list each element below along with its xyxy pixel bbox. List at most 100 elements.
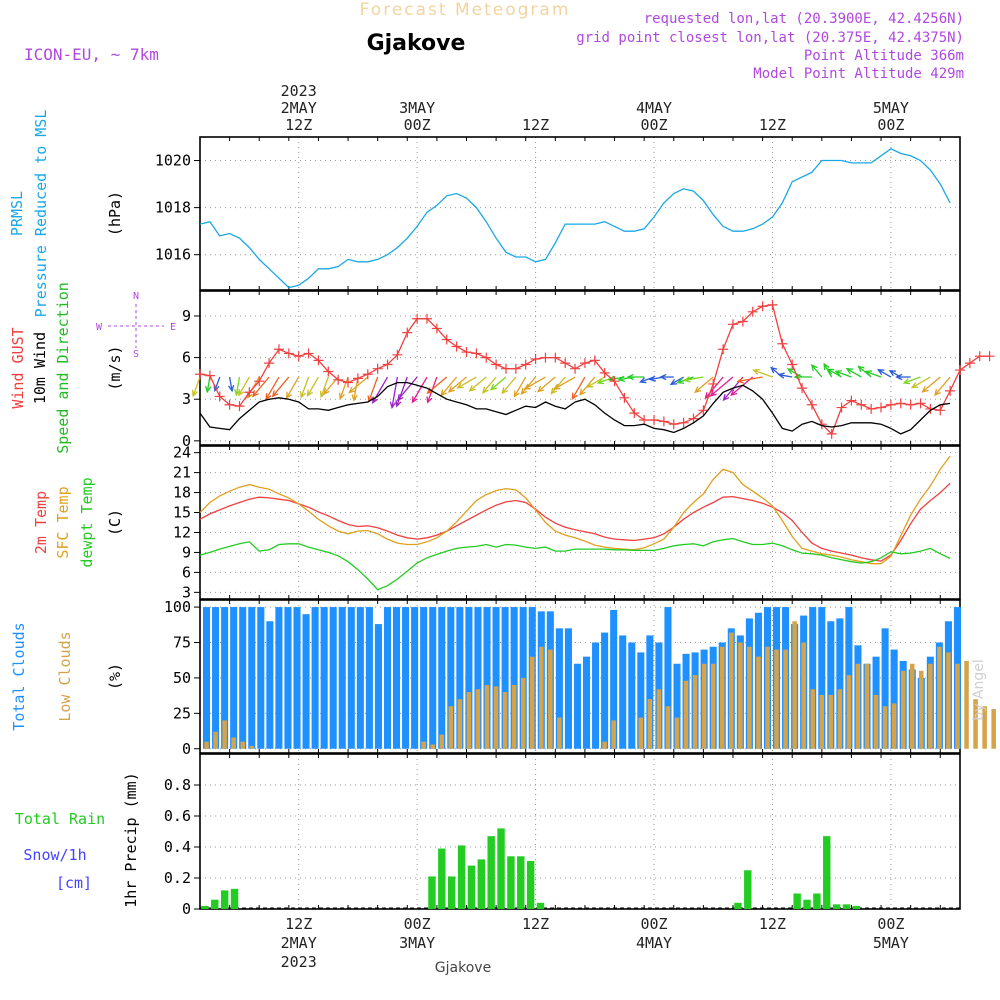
bar-total-clouds	[881, 628, 889, 749]
gust-point	[570, 363, 581, 374]
bar-low-clouds	[557, 717, 562, 749]
gust-point	[481, 352, 492, 363]
y-tick-label: 3	[182, 390, 191, 408]
bar-total-clouds	[836, 618, 844, 749]
bar-total-clouds	[347, 607, 355, 749]
wind-arrow-head	[770, 366, 778, 374]
bar-low-clouds	[964, 660, 969, 749]
wind-arrow	[921, 376, 941, 393]
bar-total-clouds	[619, 635, 627, 749]
bar-low-clouds	[674, 717, 680, 749]
wind-arrow	[902, 376, 921, 385]
wind-arrow	[228, 376, 235, 393]
wind-arrow-head	[669, 378, 678, 386]
wind-arrow-head	[902, 378, 911, 385]
wind-arrow-head	[536, 385, 545, 393]
gust-point	[955, 365, 965, 376]
bar-rain	[211, 899, 219, 909]
wind-arrow-shaft	[704, 376, 724, 399]
wind-arrow-shaft	[524, 376, 546, 390]
bar-total-clouds	[456, 607, 464, 749]
wind-arrow-shaft	[235, 376, 241, 395]
wind-arrow	[752, 368, 773, 378]
y-tick-label: 0	[182, 740, 191, 758]
wind-arrow-shaft	[903, 376, 921, 384]
gust-point	[787, 359, 798, 370]
gust-point	[678, 417, 689, 428]
wind-arrow	[238, 376, 250, 397]
bar-low-clouds	[855, 663, 861, 749]
wind-arrow-shaft	[391, 376, 399, 408]
wind-arrow-shaft	[778, 374, 793, 378]
time-label-bottom: 5MAY	[873, 934, 909, 952]
bar-total-clouds	[809, 607, 817, 749]
wind-arrow-head	[676, 377, 685, 384]
bar-low-clouds	[909, 663, 915, 749]
wind-arrow	[864, 370, 882, 378]
gust-point	[876, 402, 887, 413]
wind-arrow	[934, 376, 951, 397]
bar-total-clouds	[664, 607, 672, 749]
wind-arrow-head	[246, 391, 253, 400]
wind-arrow-head	[736, 377, 744, 384]
bar-low-clouds	[891, 703, 897, 749]
panel-frame	[199, 290, 961, 446]
bar-low-clouds	[511, 685, 517, 749]
axis-title: Low Clouds	[56, 631, 74, 721]
wind-arrow-head	[395, 400, 402, 408]
gust-point	[846, 395, 857, 406]
time-label-top: 2023	[281, 82, 317, 100]
bar-total-clouds	[429, 607, 437, 749]
wind-arrow-head	[694, 386, 702, 394]
wind-arrow-head	[489, 383, 498, 391]
wind-arrow-shaft	[368, 376, 379, 402]
bar-total-clouds	[365, 607, 373, 749]
bar-low-clouds	[231, 737, 236, 749]
wind-arrow-head	[389, 401, 397, 410]
gust-point	[856, 399, 867, 410]
wind-arrow	[659, 373, 674, 381]
gust-point	[264, 358, 275, 369]
gust-point	[866, 403, 877, 414]
bar-rain	[497, 828, 505, 909]
wind-arrow	[351, 376, 359, 402]
panel-pressure: 1016 1018 1020 (hPa) PRMSL Pressure Reduced t…	[8, 110, 961, 317]
wind-arrow-shaft	[265, 376, 280, 400]
bar-total-clouds	[383, 607, 392, 749]
wind-arrow-head	[520, 387, 528, 396]
subtitle: Forecast Meteogram	[360, 0, 571, 20]
page-title: Gjakove	[367, 31, 466, 56]
bar-total-clouds	[818, 607, 826, 749]
bar-low-clouds	[213, 731, 218, 749]
gust-point	[589, 355, 600, 366]
bar-low-clouds	[539, 646, 544, 749]
bar-total-clouds	[411, 607, 419, 749]
bar-low-clouds	[430, 744, 435, 749]
wind-arrow-shaft	[513, 376, 527, 397]
wind-arrow-shaft	[490, 376, 507, 391]
series-line-prmsl	[199, 148, 951, 289]
time-label-bottom: 00Z	[640, 915, 667, 933]
y-tick-label: 9	[182, 543, 191, 561]
gust-point	[688, 413, 699, 424]
bar-total-clouds	[221, 607, 229, 749]
wind-arrow-head	[468, 385, 476, 392]
time-label-top: 12Z	[285, 116, 312, 134]
y-tick-label: 50	[173, 669, 191, 687]
wind-arrow-head	[777, 372, 785, 379]
compass-n: N	[133, 291, 139, 302]
bar-low-clouds	[928, 663, 933, 749]
wind-arrow-head	[877, 369, 885, 376]
bar-low-clouds	[656, 689, 662, 749]
bar-low-clouds	[493, 686, 499, 749]
wind-arrow-head	[579, 388, 586, 396]
y-tick-label: 3	[182, 583, 191, 601]
time-label-top: 00Z	[404, 116, 431, 134]
bar-low-clouds	[810, 689, 815, 749]
wind-arrow-shaft	[934, 376, 951, 396]
time-label-bottom: 3MAY	[399, 934, 435, 952]
bar-total-clouds	[311, 607, 319, 749]
bar-rain	[457, 845, 466, 909]
